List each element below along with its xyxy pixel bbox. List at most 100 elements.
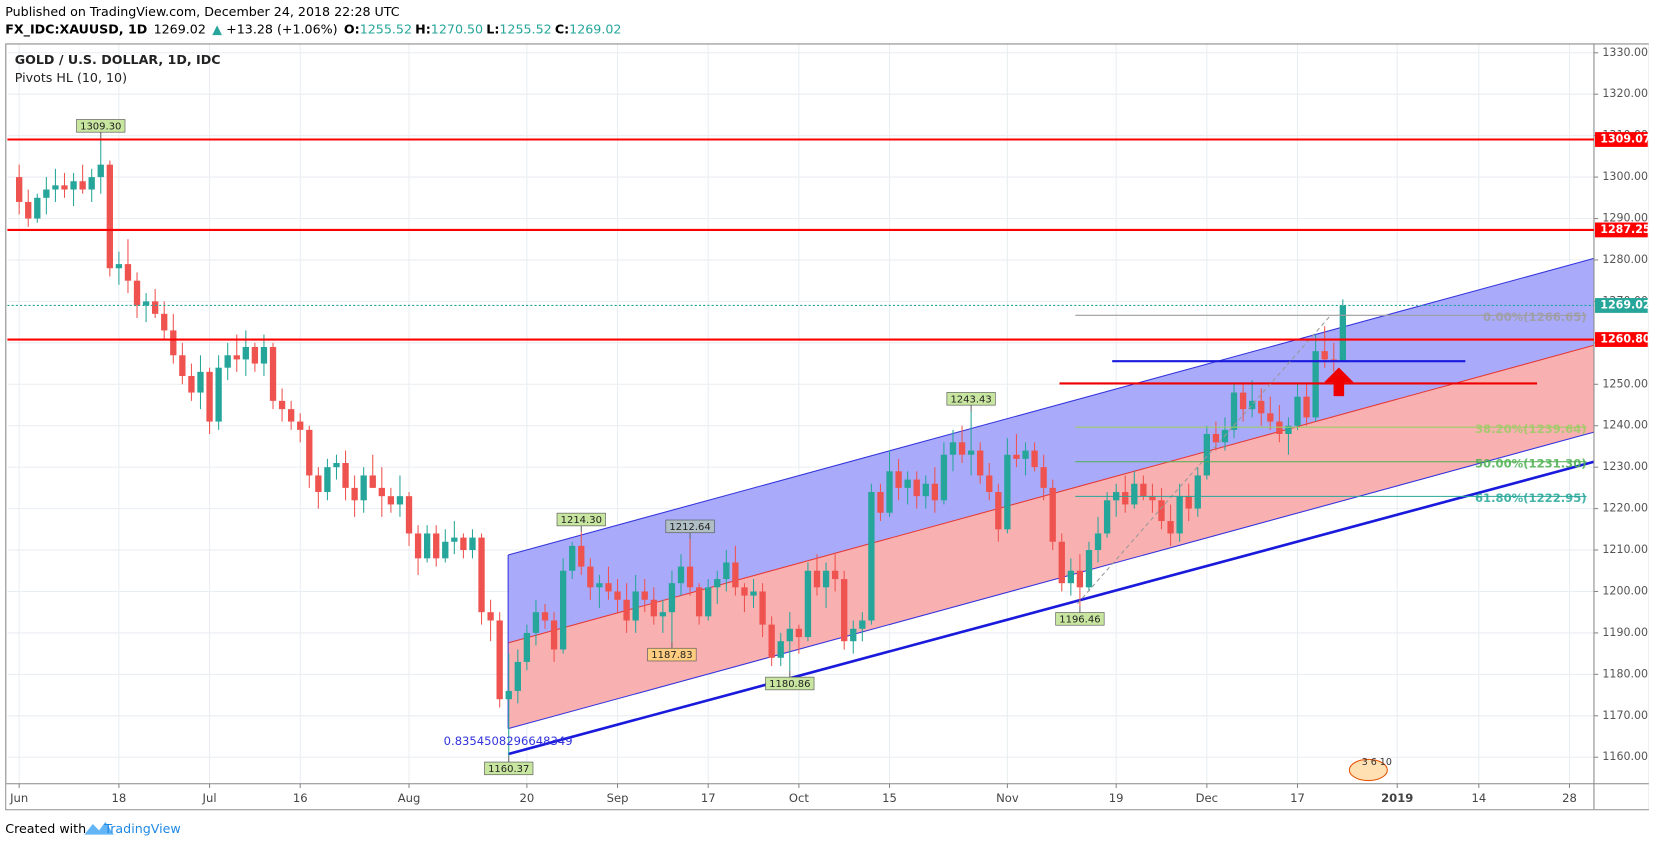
candle-body — [188, 375, 195, 393]
symbol-line: FX_IDC:XAUUSD, 1D 1269.02 ▲ +13.28 (+1.06%)… — [5, 21, 621, 37]
candle-body — [904, 479, 911, 488]
y-tick-label: 1330.00 — [1602, 46, 1648, 59]
candle-body — [269, 346, 277, 401]
candle-body — [786, 628, 793, 642]
candle-body — [487, 612, 494, 621]
x-tick-label: 2019 — [1381, 791, 1413, 805]
candle-body — [43, 189, 50, 198]
change-arrow: ▲ — [212, 21, 222, 36]
level-label: 1260.80 — [1600, 333, 1651, 346]
up-arrow — [1324, 367, 1354, 397]
x-tick-label: Sep — [607, 791, 629, 805]
candle-body — [1212, 434, 1220, 443]
pivot-box — [647, 647, 697, 662]
y-tick-label: 1170.00 — [1602, 709, 1648, 722]
candle-body — [106, 164, 113, 269]
candle-body — [986, 475, 993, 493]
candle-body — [695, 587, 703, 617]
candle-body — [1022, 450, 1029, 459]
pivot-label: 1243.43 — [950, 394, 991, 405]
candle-body — [242, 346, 249, 360]
candle-body — [614, 591, 621, 600]
level-label: 1269.02 — [1600, 298, 1650, 311]
candle-body — [913, 479, 920, 497]
level-tag — [1595, 332, 1648, 347]
pivot-label: 1160.37 — [488, 764, 529, 775]
candle-body — [777, 641, 784, 658]
footer-brand[interactable]: TradingView — [103, 821, 180, 836]
level-tag — [1595, 298, 1648, 313]
level-tag — [1595, 222, 1648, 238]
candle-body — [469, 537, 476, 551]
published: Published on TradingView.com, December 2… — [5, 4, 399, 19]
candle-body — [433, 533, 440, 559]
candle-body — [306, 429, 313, 476]
candle-body — [442, 541, 449, 559]
candle-body — [124, 264, 132, 281]
candle-body — [1094, 533, 1102, 551]
x-tick-label: 18 — [112, 791, 127, 805]
candle-body — [1013, 454, 1020, 459]
ohlc-label: C: — [555, 21, 569, 36]
level-tag — [1595, 132, 1648, 147]
y-tick-label: 1210.00 — [1602, 543, 1648, 556]
candle-body — [596, 583, 603, 588]
candle-body — [224, 355, 231, 368]
fib-label: 0.00%(1266.65) — [1483, 310, 1587, 324]
candle-body — [142, 301, 150, 306]
ohlc-value: 1255.52 — [499, 21, 551, 36]
x-tick-label: 14 — [1471, 791, 1486, 805]
candle-body — [1203, 434, 1211, 476]
y-tick-label: 1220.00 — [1602, 502, 1648, 515]
y-tick-label: 1250.00 — [1602, 377, 1648, 390]
pivot-label: 1196.46 — [1059, 614, 1100, 625]
pivot-box — [665, 519, 715, 534]
fib-trend — [1077, 315, 1331, 605]
candle-body — [179, 355, 186, 376]
ohlc-value: 1270.50 — [431, 21, 483, 36]
candle-body — [414, 533, 422, 559]
candle-body — [532, 612, 540, 633]
y-tick-label: 1280.00 — [1602, 253, 1648, 266]
candle-body — [940, 454, 948, 501]
candle-body — [1185, 496, 1192, 509]
candle-body — [705, 587, 712, 617]
candles — [16, 138, 1346, 756]
channel-top — [507, 257, 1595, 556]
candle-body — [115, 264, 123, 269]
footer-created: Created with — [5, 821, 86, 836]
pivot-box — [765, 676, 815, 691]
candle-body — [886, 471, 893, 513]
candle-body — [587, 566, 594, 588]
candle-body — [1076, 570, 1084, 588]
pivot-box — [484, 761, 534, 776]
candle-body — [578, 545, 585, 567]
candle-body — [1004, 454, 1011, 530]
x-tick-label: Nov — [996, 791, 1019, 805]
candle-body — [868, 492, 875, 621]
chart-title: GOLD / U.S. DOLLAR, 1D, IDC — [15, 52, 221, 67]
candle-body — [732, 562, 739, 588]
candle-body — [151, 301, 159, 314]
candle-body — [333, 463, 340, 468]
candle-body — [632, 591, 639, 621]
y-tick-label: 1230.00 — [1602, 460, 1648, 473]
candle-body — [1040, 467, 1047, 488]
candle-body — [1258, 400, 1265, 414]
candle-body — [251, 346, 259, 364]
y-tick-label: 1320.00 — [1602, 87, 1648, 100]
candle-body — [423, 533, 431, 559]
candle-body — [1239, 392, 1247, 410]
candle-body — [496, 620, 503, 700]
x-tick-label: 17 — [1290, 791, 1305, 805]
candle-body — [741, 587, 748, 596]
candle-body — [768, 624, 775, 658]
channel-bottom — [507, 431, 1595, 730]
candle-body — [351, 487, 358, 501]
candle-body — [1294, 396, 1301, 426]
candle-body — [1122, 492, 1129, 505]
indicator-name: Pivots HL (10, 10) — [15, 70, 127, 85]
brand-logo — [84, 821, 114, 835]
candle-body — [759, 591, 766, 625]
